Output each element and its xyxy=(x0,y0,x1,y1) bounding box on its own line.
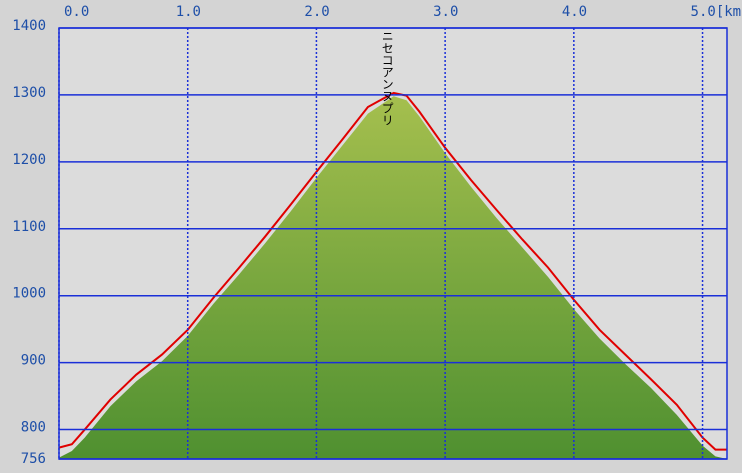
terrain-area xyxy=(59,96,727,459)
y-tick-label: 1300 xyxy=(12,85,46,101)
x-tick-label: 5.0[km xyxy=(691,4,742,20)
x-tick-label: 1.0 xyxy=(176,4,201,20)
annotation: ニセコアンヌプリ xyxy=(380,30,394,126)
y-tick-label: 800 xyxy=(21,420,46,436)
x-tick-label: 0.0 xyxy=(64,4,89,20)
y-tick-label: 1200 xyxy=(12,152,46,168)
x-tick-label: 3.0 xyxy=(433,4,458,20)
y-tick-label: 756 xyxy=(21,451,46,467)
y-tick-label: 1400 xyxy=(12,18,46,34)
x-tick-label: 2.0 xyxy=(304,4,329,20)
plot-border xyxy=(58,27,728,460)
y-tick-label: 1100 xyxy=(12,219,46,235)
y-tick-label: 1000 xyxy=(12,286,46,302)
x-tick-label: 4.0 xyxy=(562,4,587,20)
y-tick-label: 900 xyxy=(21,353,46,369)
